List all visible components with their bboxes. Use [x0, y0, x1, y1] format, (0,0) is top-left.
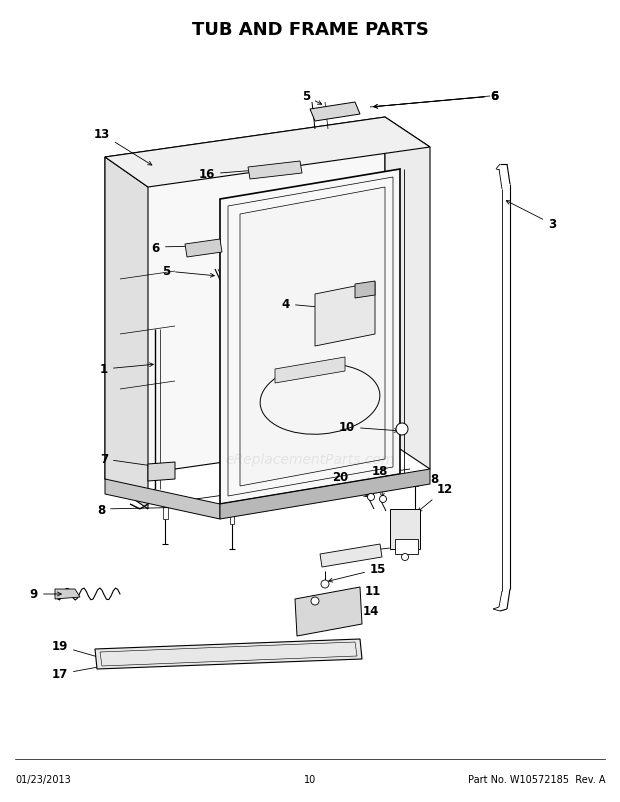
- Polygon shape: [185, 240, 222, 257]
- Text: 6: 6: [374, 91, 498, 109]
- Text: 16: 16: [198, 168, 267, 181]
- Polygon shape: [240, 188, 385, 486]
- Text: 4: 4: [281, 298, 336, 311]
- Text: 11: 11: [319, 585, 381, 602]
- Polygon shape: [105, 158, 148, 509]
- Text: TUB AND FRAME PARTS: TUB AND FRAME PARTS: [192, 21, 428, 39]
- Circle shape: [396, 423, 408, 435]
- Circle shape: [379, 496, 386, 503]
- Circle shape: [368, 494, 374, 501]
- Polygon shape: [315, 282, 375, 346]
- Polygon shape: [230, 512, 234, 525]
- Polygon shape: [310, 103, 360, 122]
- Polygon shape: [295, 587, 362, 636]
- Circle shape: [321, 581, 329, 588]
- Polygon shape: [413, 475, 418, 486]
- Text: 17: 17: [51, 663, 112, 681]
- Polygon shape: [55, 589, 80, 599]
- Circle shape: [311, 597, 319, 606]
- Polygon shape: [275, 358, 345, 383]
- Text: 6: 6: [374, 91, 498, 109]
- Text: 19: 19: [51, 640, 102, 659]
- Polygon shape: [95, 639, 362, 669]
- Text: 3: 3: [507, 201, 556, 231]
- Text: 10: 10: [339, 421, 398, 434]
- Polygon shape: [220, 170, 400, 504]
- Text: eReplacementParts.com: eReplacementParts.com: [225, 452, 395, 467]
- Text: 10: 10: [304, 774, 316, 784]
- Text: 2: 2: [359, 541, 403, 554]
- Text: 9: 9: [30, 588, 61, 601]
- Polygon shape: [105, 118, 385, 480]
- Text: 12: 12: [418, 483, 453, 512]
- Polygon shape: [248, 162, 302, 180]
- Polygon shape: [105, 118, 430, 188]
- Text: 1: 1: [100, 363, 153, 376]
- Text: 7: 7: [100, 453, 156, 468]
- Polygon shape: [355, 282, 375, 298]
- Text: 18: 18: [372, 464, 388, 498]
- Polygon shape: [395, 539, 418, 554]
- Text: Part No. W10572185  Rev. A: Part No. W10572185 Rev. A: [467, 774, 605, 784]
- Text: 15: 15: [329, 563, 386, 582]
- Circle shape: [402, 554, 409, 561]
- Text: 5: 5: [162, 265, 215, 278]
- Polygon shape: [148, 463, 175, 481]
- Polygon shape: [390, 509, 420, 549]
- Text: 13: 13: [94, 128, 152, 166]
- Text: 8: 8: [384, 473, 438, 486]
- Text: 01/23/2013: 01/23/2013: [15, 774, 71, 784]
- Polygon shape: [105, 480, 220, 520]
- Polygon shape: [220, 469, 430, 520]
- Polygon shape: [163, 508, 168, 520]
- Polygon shape: [385, 118, 430, 469]
- Text: 14: 14: [334, 605, 379, 618]
- Text: 5: 5: [302, 91, 322, 105]
- Text: 8: 8: [97, 503, 197, 516]
- Polygon shape: [320, 545, 382, 567]
- Text: 20: 20: [332, 471, 368, 497]
- Text: 6: 6: [152, 241, 197, 254]
